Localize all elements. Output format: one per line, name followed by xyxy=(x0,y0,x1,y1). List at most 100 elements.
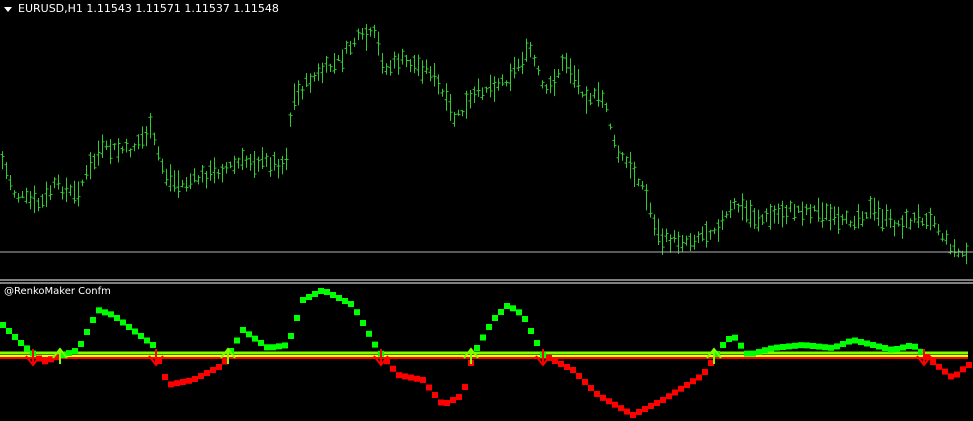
price-bars xyxy=(0,24,969,265)
indicator-dot-up xyxy=(126,324,132,330)
indicator-dot-up xyxy=(804,342,810,349)
indicator-dot-up xyxy=(480,334,486,341)
indicator-dot-up xyxy=(780,344,786,350)
indicator-dot-up xyxy=(132,328,138,335)
indicator-dot-down xyxy=(960,366,966,373)
price-bar xyxy=(680,235,685,253)
indicator-dot-up xyxy=(240,327,246,333)
indicator-dot-up xyxy=(474,345,480,351)
price-bar xyxy=(196,175,201,185)
price-bar xyxy=(820,202,825,228)
indicator-dot-down xyxy=(162,374,168,380)
price-bar xyxy=(644,184,649,211)
price-bar xyxy=(16,193,21,203)
price-bar xyxy=(164,168,169,186)
indicator-dot-up xyxy=(810,343,816,349)
price-bar xyxy=(400,48,405,65)
indicator-dot-up xyxy=(840,341,846,347)
price-bar xyxy=(936,224,941,236)
down-arrow-icon xyxy=(373,349,389,367)
indicator-dot-up xyxy=(720,342,726,348)
indicator-dot-down xyxy=(924,353,930,360)
price-bar xyxy=(664,228,669,243)
price-bar xyxy=(252,151,257,178)
price-bar xyxy=(488,74,493,98)
price-bar xyxy=(412,55,417,74)
dropdown-triangle-icon[interactable] xyxy=(4,6,12,12)
price-bar xyxy=(40,193,45,208)
indicator-dot-down xyxy=(552,358,558,364)
price-bar xyxy=(244,155,249,168)
price-bar xyxy=(264,153,269,167)
price-bar xyxy=(428,66,433,82)
indicator-dot-up xyxy=(90,317,96,323)
price-bar xyxy=(860,211,865,227)
indicator-dot-up xyxy=(846,338,852,345)
price-bar xyxy=(864,212,869,219)
price-bar xyxy=(152,132,157,146)
price-bar xyxy=(856,204,861,229)
price-bar xyxy=(552,69,557,97)
price-bar xyxy=(328,63,333,72)
indicator-dot-up xyxy=(330,292,336,298)
price-bar xyxy=(788,200,793,213)
price-bar xyxy=(848,220,853,228)
price-bar xyxy=(480,87,485,101)
price-bar xyxy=(920,217,925,227)
up-arrow-icon xyxy=(463,347,479,364)
price-bar xyxy=(744,200,749,223)
indicator-dot-up xyxy=(834,343,840,350)
indicator-dot-down xyxy=(630,412,636,418)
price-bar xyxy=(752,208,757,229)
indicator-dot-up xyxy=(528,328,534,334)
indicator-dot-up xyxy=(882,345,888,351)
price-bar xyxy=(308,73,313,93)
price-bar xyxy=(660,228,665,255)
price-bar xyxy=(692,234,697,250)
down-arrow-icon xyxy=(25,349,41,367)
indicator-dot-up xyxy=(372,341,378,348)
indicator-dot-down xyxy=(420,377,426,383)
price-bar xyxy=(564,52,569,74)
indicator-dot-up xyxy=(60,352,66,359)
indicator-dot-down xyxy=(624,408,630,415)
price-bar xyxy=(576,69,581,95)
indicator-dot-up xyxy=(486,324,492,330)
price-bar xyxy=(420,60,425,84)
indicator-dot-down xyxy=(660,397,666,403)
indicator-dot-up xyxy=(258,339,264,346)
price-bar xyxy=(844,210,849,224)
price-bar xyxy=(72,180,77,204)
symbol-ohlc: EURUSD,H1 1.11543 1.11571 1.11537 1.1154… xyxy=(18,2,279,15)
indicator-dot-up xyxy=(792,342,798,349)
price-bar xyxy=(32,185,37,214)
price-bar xyxy=(776,203,781,224)
indicator-dot-down xyxy=(168,381,174,388)
price-bar xyxy=(384,63,389,75)
price-bar xyxy=(12,190,17,198)
price-bar xyxy=(452,111,457,127)
indicator-dot-down xyxy=(186,377,192,384)
price-bar xyxy=(440,88,445,97)
price-bar xyxy=(76,181,81,207)
indicator-dot-down xyxy=(636,409,642,415)
price-bar xyxy=(556,68,561,79)
indicator-dot-down xyxy=(558,361,564,367)
indicator-dot-down xyxy=(456,394,462,400)
price-bar xyxy=(712,227,717,235)
price-bar xyxy=(672,230,677,243)
indicator-dot-up xyxy=(858,339,864,345)
price-bar xyxy=(792,203,797,221)
price-bar xyxy=(636,178,641,187)
down-arrow-icon xyxy=(916,349,932,367)
price-bar xyxy=(948,243,953,255)
price-bar xyxy=(828,203,833,231)
price-bar xyxy=(68,184,73,196)
price-bar xyxy=(624,156,629,169)
indicator-dot-down xyxy=(600,394,606,401)
price-bar xyxy=(296,80,301,106)
price-bar xyxy=(292,83,297,110)
price-bar xyxy=(900,215,905,239)
